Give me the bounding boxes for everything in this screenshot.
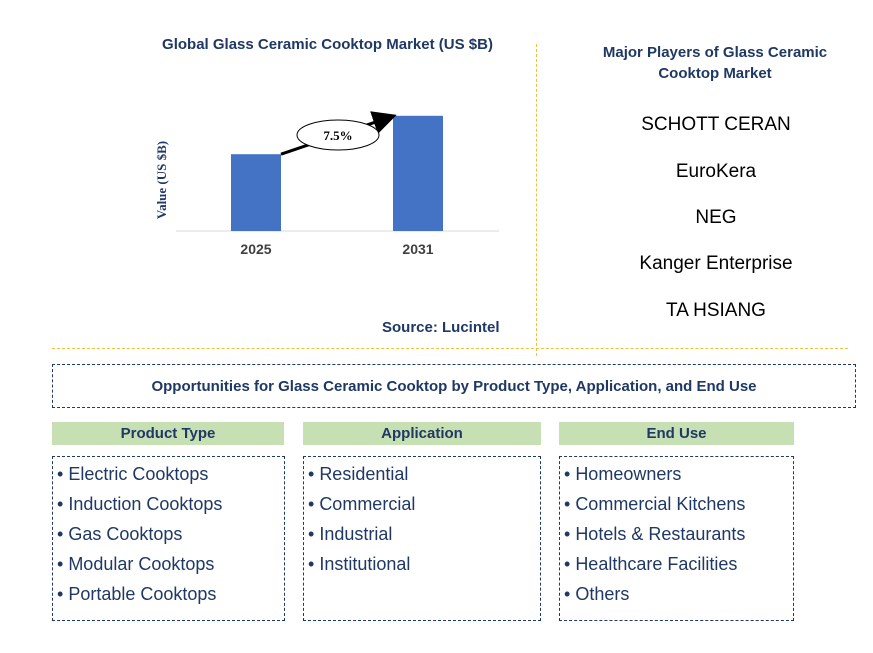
list-item: Institutional bbox=[308, 549, 540, 579]
opportunities-title: Opportunities for Glass Ceramic Cooktop … bbox=[52, 364, 856, 408]
player-name: Kanger Enterprise bbox=[639, 253, 793, 274]
list-item: Commercial Kitchens bbox=[564, 489, 793, 519]
list-item: Commercial bbox=[308, 489, 540, 519]
column-header-end-use: End Use bbox=[559, 422, 794, 445]
player-name: TA HSIANG bbox=[666, 300, 766, 321]
list-item: Hotels & Restaurants bbox=[564, 519, 793, 549]
list-item: Induction Cooktops bbox=[57, 489, 284, 519]
column-header-product-type: Product Type bbox=[52, 422, 284, 445]
list-item: Residential bbox=[308, 459, 540, 489]
column-header-application: Application bbox=[303, 422, 541, 445]
x-tick-label: 2025 bbox=[240, 241, 271, 257]
players-title: Major Players of Glass Ceramic Cooktop M… bbox=[602, 44, 828, 82]
player-name: EuroKera bbox=[675, 161, 757, 182]
list-item: Healthcare Facilities bbox=[564, 549, 793, 579]
application-list: Residential Commercial Industrial Instit… bbox=[303, 456, 541, 621]
bar-2025 bbox=[231, 154, 281, 231]
list-item: Portable Cooktops bbox=[57, 579, 284, 609]
growth-rate-bubble bbox=[296, 119, 380, 151]
vertical-divider bbox=[536, 44, 537, 356]
horizontal-divider bbox=[52, 348, 848, 349]
player-name: NEG bbox=[695, 207, 737, 228]
y-axis-label: Value (US $B) bbox=[154, 141, 169, 219]
list-item: Others bbox=[564, 579, 793, 609]
list-item: Industrial bbox=[308, 519, 540, 549]
x-tick-label: 2031 bbox=[402, 241, 433, 257]
list-item: Homeowners bbox=[564, 459, 793, 489]
list-item: Modular Cooktops bbox=[57, 549, 284, 579]
bar-chart: Value (US $B) 2025 2031 7.5% bbox=[154, 111, 499, 257]
list-item: Gas Cooktops bbox=[57, 519, 284, 549]
growth-rate-label: 7.5% bbox=[323, 128, 352, 143]
end-use-list: Homeowners Commercial Kitchens Hotels & … bbox=[559, 456, 794, 621]
source-note: Source: Lucintel bbox=[382, 319, 500, 336]
product-type-list: Electric Cooktops Induction Cooktops Gas… bbox=[52, 456, 285, 621]
player-name: SCHOTT CERAN bbox=[641, 114, 791, 135]
chart-title: Global Glass Ceramic Cooktop Market (US … bbox=[162, 36, 493, 53]
list-item: Electric Cooktops bbox=[57, 459, 284, 489]
bar-2031 bbox=[393, 115, 443, 231]
